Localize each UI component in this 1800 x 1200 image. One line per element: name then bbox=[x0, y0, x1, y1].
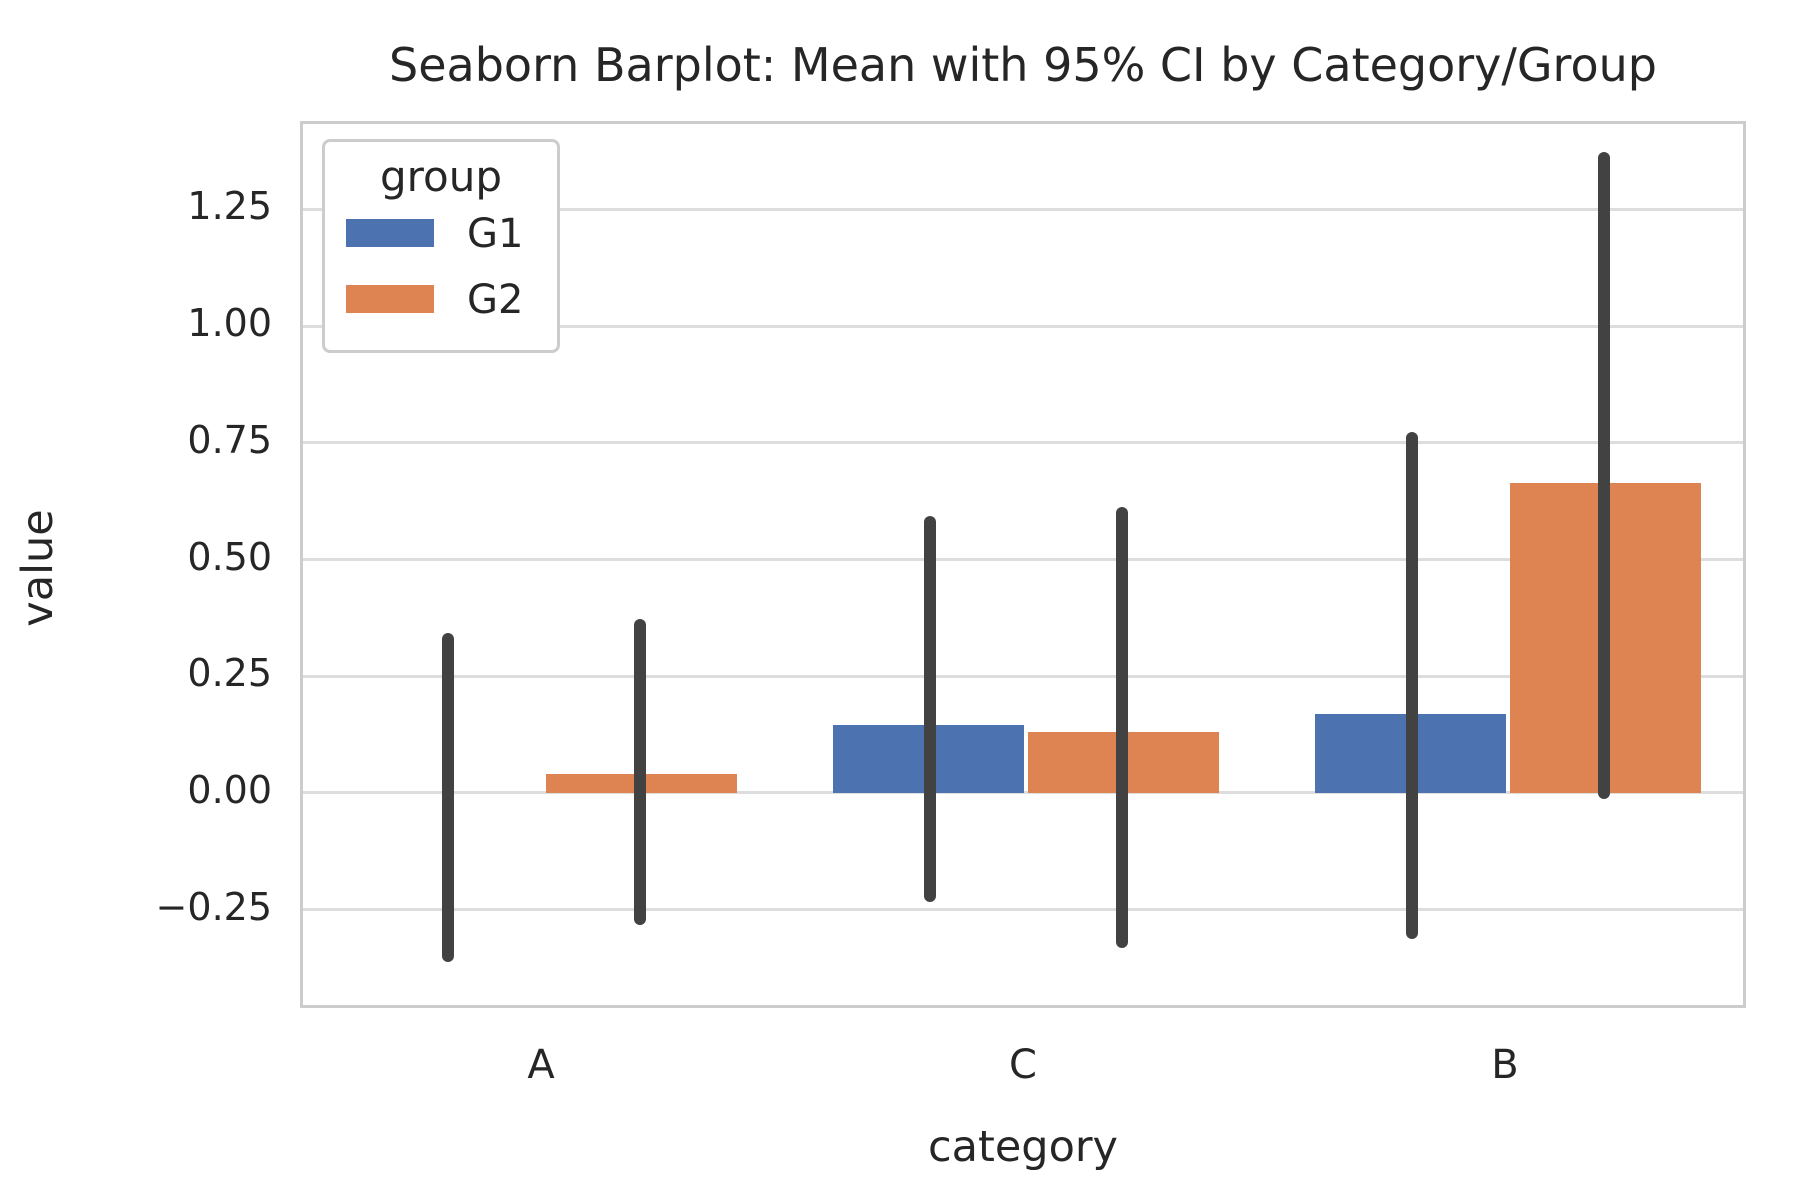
chart-title: Seaborn Barplot: Mean with 95% CI by Cat… bbox=[389, 38, 1657, 92]
errorbar-A-G1 bbox=[441, 632, 454, 963]
errorbar-B-G1 bbox=[1405, 432, 1418, 940]
x-tick-label: A bbox=[527, 1042, 555, 1088]
legend-swatch-G1 bbox=[346, 219, 434, 247]
errorbar-A-G2 bbox=[634, 618, 647, 926]
gridline bbox=[303, 674, 1743, 678]
gridline bbox=[303, 324, 1743, 328]
gridline bbox=[303, 207, 1743, 211]
y-tick-label: 1.25 bbox=[187, 184, 272, 229]
y-tick-label: −0.25 bbox=[155, 884, 272, 929]
y-tick-label: 0.75 bbox=[187, 417, 272, 462]
legend-entries: G1 G2 bbox=[325, 201, 557, 333]
x-tick-label: C bbox=[1009, 1042, 1037, 1088]
x-axis-label: category bbox=[927, 1122, 1119, 1172]
errorbar-C-G2 bbox=[1116, 506, 1129, 949]
errorbar-B-G2 bbox=[1598, 152, 1611, 799]
y-tick-label: 0.50 bbox=[187, 534, 272, 579]
gridline bbox=[303, 558, 1743, 562]
plot-area bbox=[300, 121, 1746, 1008]
legend-entry-label: G1 bbox=[467, 211, 524, 257]
gridline bbox=[303, 791, 1743, 795]
legend: group G1 G2 bbox=[322, 139, 560, 353]
legend-entry-label: G2 bbox=[467, 277, 524, 323]
legend-swatch-G2 bbox=[346, 285, 434, 313]
x-tick-label: B bbox=[1491, 1042, 1519, 1088]
y-tick-label: 0.00 bbox=[187, 767, 272, 812]
legend-entry: G2 bbox=[325, 267, 557, 333]
gridline bbox=[303, 441, 1743, 445]
legend-entry: G1 bbox=[325, 201, 557, 267]
errorbar-C-G1 bbox=[923, 516, 936, 902]
y-tick-label: 0.25 bbox=[187, 651, 272, 696]
y-tick-label: 1.00 bbox=[187, 301, 272, 346]
gridline bbox=[303, 908, 1743, 912]
legend-title: group bbox=[380, 152, 502, 201]
y-axis-label: value bbox=[13, 509, 63, 627]
